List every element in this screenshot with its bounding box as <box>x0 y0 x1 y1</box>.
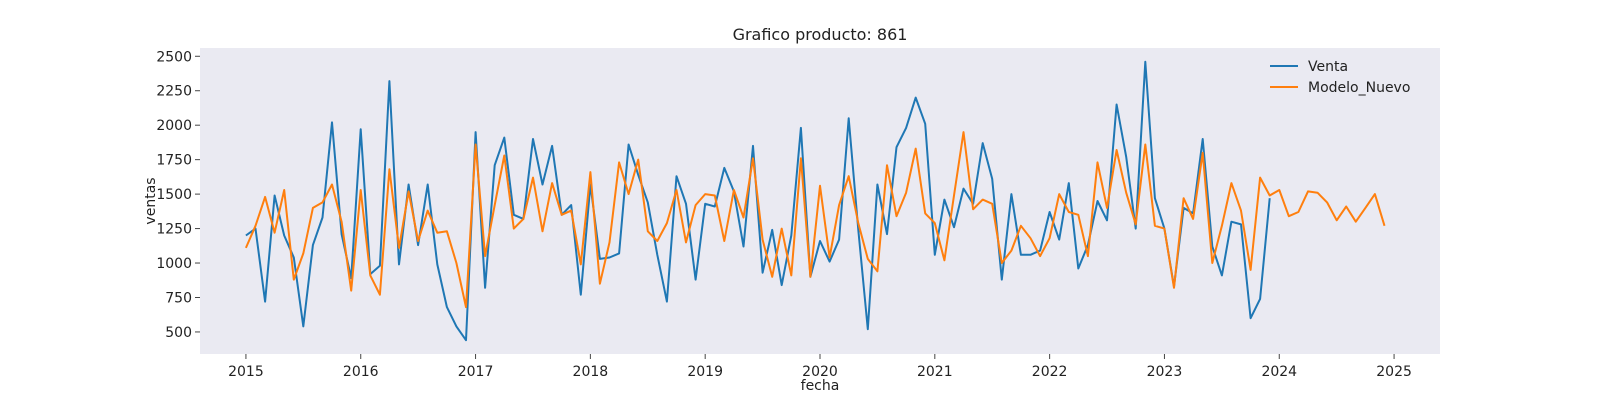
x-tick-label: 2015 <box>228 364 264 380</box>
x-tick-label: 2023 <box>1147 364 1183 380</box>
y-tick-label: 2250 <box>156 84 192 100</box>
legend: Venta Modelo_Nuevo <box>1270 59 1410 96</box>
legend-entry: Modelo_Nuevo <box>1308 80 1410 96</box>
x-tick-label: 2025 <box>1376 364 1412 380</box>
x-tick-label: 2019 <box>687 364 723 380</box>
x-tick-label: 2018 <box>573 364 609 380</box>
x-tick-label: 2020 <box>802 364 838 380</box>
x-tick-label: 2017 <box>458 364 494 380</box>
series-layer <box>244 60 1386 342</box>
y-tick-label: 500 <box>165 325 192 341</box>
x-tick-label: 2024 <box>1261 364 1297 380</box>
x-axis-ticks: 2015 2016 2017 2018 2019 2020 2021 2022 2023 2024… <box>228 354 1412 380</box>
y-tick-label: 1250 <box>156 222 192 238</box>
chart-title: Grafico producto: 861 <box>733 25 908 44</box>
y-tick-label: 1000 <box>156 256 192 272</box>
y-axis-ticks: 500 750 1000 1250 1500 1750 2000 2250 2500 <box>156 49 200 341</box>
x-tick-label: 2021 <box>917 364 953 380</box>
series-line-modelo-nuevo <box>244 131 1386 309</box>
x-axis-label: fecha <box>801 378 840 394</box>
y-tick-label: 2000 <box>156 118 192 134</box>
y-axis-label: ventas <box>143 177 159 224</box>
x-tick-label: 2022 <box>1032 364 1068 380</box>
y-tick-label: 750 <box>165 290 192 306</box>
legend-entry: Venta <box>1308 59 1348 75</box>
x-tick-label: 2016 <box>343 364 379 380</box>
y-tick-label: 2500 <box>156 49 192 65</box>
y-tick-label: 1500 <box>156 187 192 203</box>
y-tick-label: 1750 <box>156 153 192 169</box>
